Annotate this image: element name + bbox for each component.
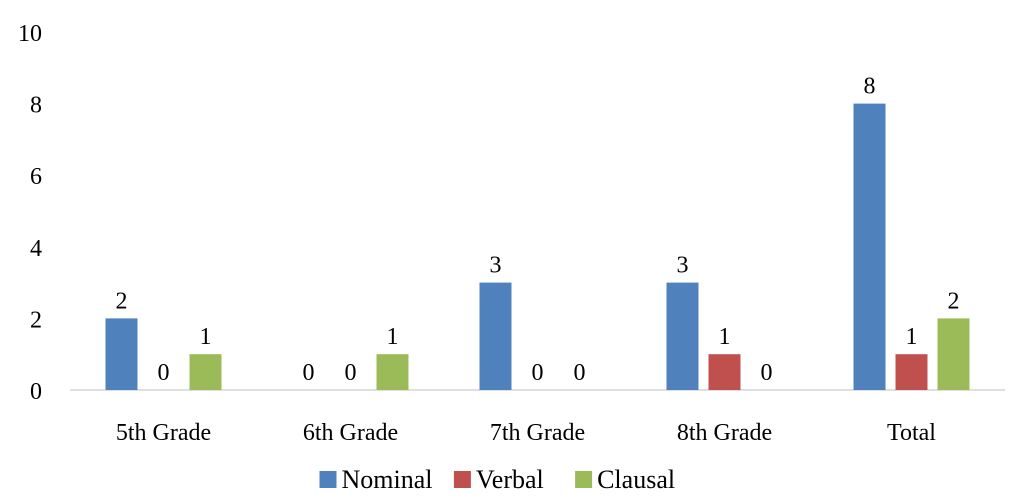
bar-clausal bbox=[937, 318, 970, 390]
bar-verbal bbox=[708, 354, 741, 390]
data-label: 0 bbox=[761, 360, 773, 386]
x-tick-label: 7th Grade bbox=[490, 420, 585, 446]
y-tick-label: 10 bbox=[18, 21, 42, 47]
y-axis: 0 2 4 6 8 10 bbox=[18, 21, 42, 405]
legend-label: Nominal bbox=[342, 465, 433, 494]
bars-group: 2 0 1 0 0 1 3 0 0 3 1 0 8 1 2 bbox=[105, 74, 970, 390]
x-tick-label: 8th Grade bbox=[677, 420, 772, 446]
legend-label: Clausal bbox=[597, 465, 675, 494]
x-tick-label: Total bbox=[887, 420, 936, 446]
data-label: 1 bbox=[387, 324, 399, 350]
legend-label: Verbal bbox=[476, 465, 544, 494]
data-label: 3 bbox=[490, 253, 502, 279]
bar-nominal bbox=[479, 282, 512, 390]
y-tick-label: 0 bbox=[30, 379, 42, 405]
x-tick-label: 6th Grade bbox=[303, 420, 398, 446]
data-label: 1 bbox=[200, 324, 212, 350]
legend: Nominal Verbal Clausal bbox=[319, 465, 675, 494]
legend-swatch bbox=[575, 471, 593, 488]
legend-item-clausal: Clausal bbox=[575, 465, 675, 494]
data-label: 3 bbox=[677, 253, 689, 279]
bar-nominal bbox=[853, 103, 886, 390]
data-label: 0 bbox=[345, 360, 357, 386]
x-axis-labels: 5th Grade 6th Grade 7th Grade 8th Grade Tota… bbox=[116, 420, 936, 446]
data-label: 0 bbox=[574, 360, 586, 386]
bar-nominal bbox=[666, 282, 699, 390]
data-label: 1 bbox=[906, 324, 918, 350]
data-label: 0 bbox=[303, 360, 315, 386]
legend-item-verbal: Verbal bbox=[453, 465, 544, 494]
data-label: 8 bbox=[864, 74, 876, 100]
legend-swatch bbox=[319, 471, 337, 488]
bar-clausal bbox=[376, 354, 409, 390]
legend-item-nominal: Nominal bbox=[319, 465, 433, 494]
x-tick-label: 5th Grade bbox=[116, 420, 211, 446]
bar-clausal bbox=[189, 354, 222, 390]
data-label: 2 bbox=[116, 288, 128, 314]
data-label: 1 bbox=[719, 324, 731, 350]
legend-swatch bbox=[453, 471, 471, 488]
y-tick-label: 8 bbox=[30, 93, 42, 119]
bar-nominal bbox=[105, 318, 138, 390]
y-tick-label: 4 bbox=[30, 236, 42, 262]
bar-verbal bbox=[895, 354, 928, 390]
data-label: 0 bbox=[158, 360, 170, 386]
data-label: 0 bbox=[532, 360, 544, 386]
y-tick-label: 2 bbox=[30, 307, 42, 333]
y-tick-label: 6 bbox=[30, 164, 42, 190]
data-label: 2 bbox=[948, 288, 960, 314]
